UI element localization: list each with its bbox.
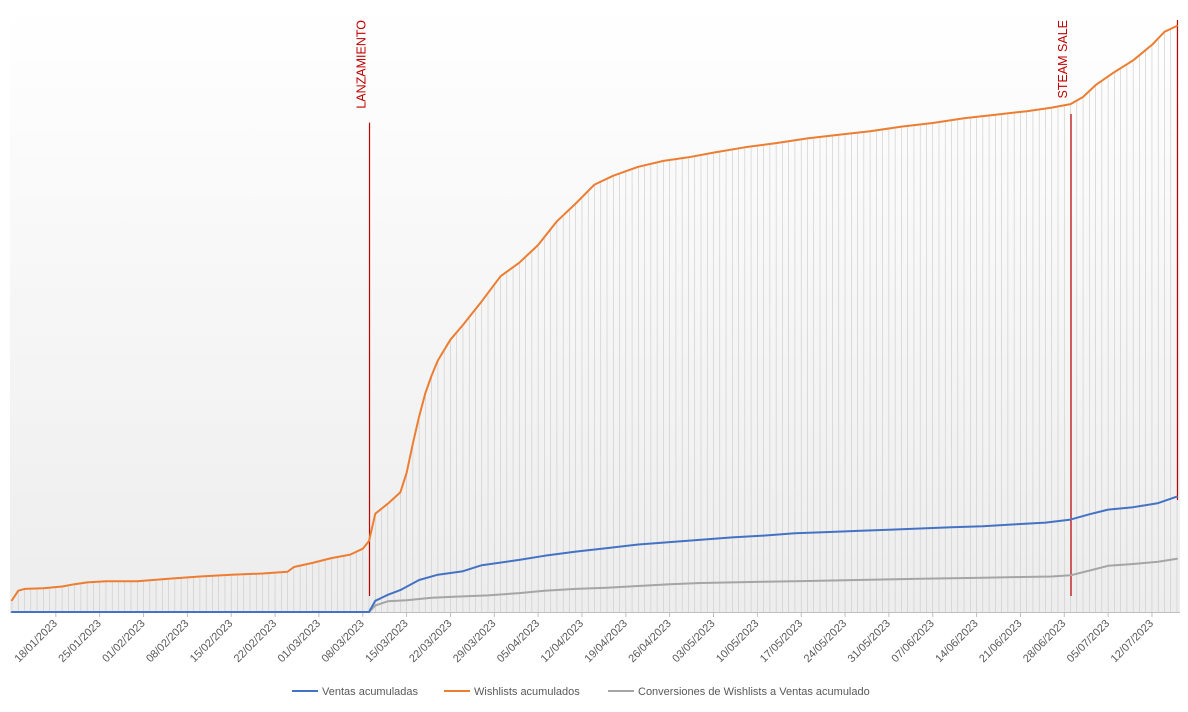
legend-label: Ventas acumuladas (322, 686, 419, 698)
series-line (11, 24, 1178, 602)
series-line (11, 557, 1178, 613)
annotations: LANZAMIENTO STEAM SALE (355, 20, 1179, 596)
legend-label: Wishlists acumulados (474, 686, 580, 698)
plot-area-background (10, 8, 1180, 612)
annotation-label: LANZAMIENTO (355, 20, 369, 109)
legend-label: Conversiones de Wishlists a Ventas acumu… (638, 686, 870, 698)
legend: Ventas acumuladas Wishlists acumulados Con… (292, 686, 870, 698)
series-lines (11, 24, 1178, 613)
annotation-label: STEAM SALE (1056, 20, 1070, 99)
series-line (11, 495, 1178, 613)
daily-droplines (11, 25, 1178, 612)
